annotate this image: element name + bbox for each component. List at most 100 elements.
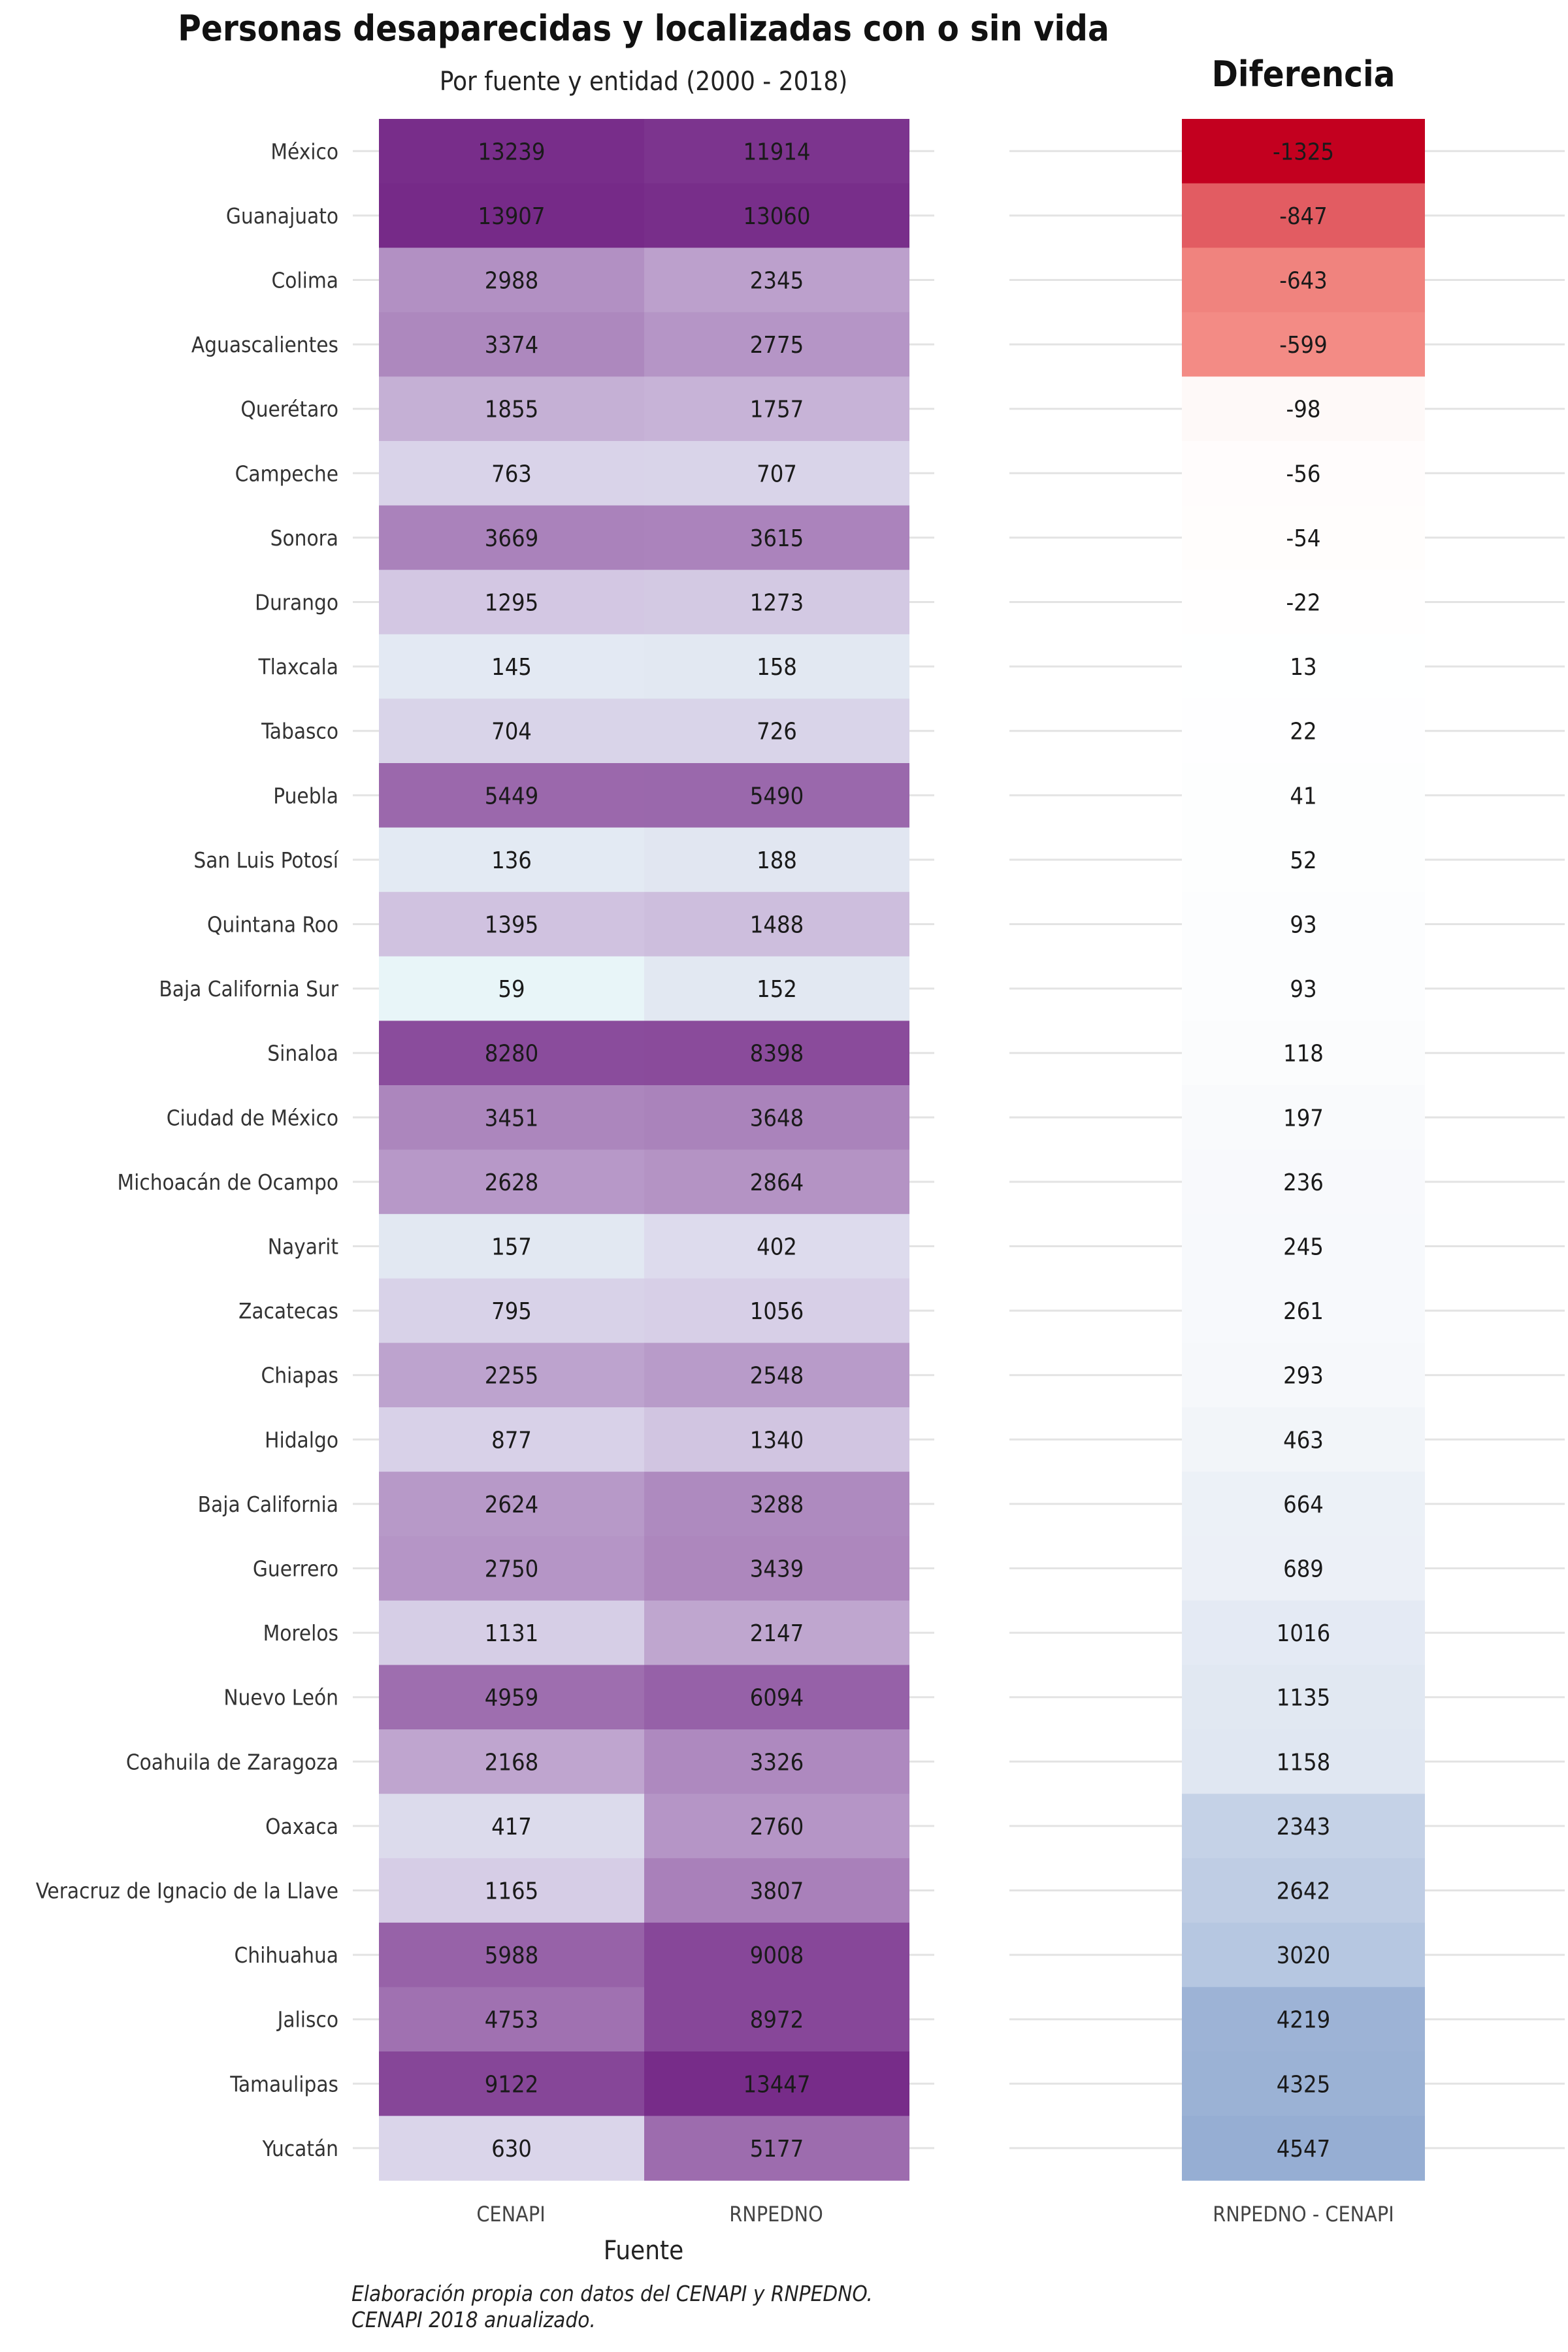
heatmap-cell-rnpedno xyxy=(644,376,909,442)
difference-value: 293 xyxy=(1283,1363,1324,1390)
heatmap-cell-cenapi xyxy=(379,1471,644,1537)
cell-value-rnpedno: 3439 xyxy=(750,1556,804,1583)
heatmap-cells: 13239 11914 13907 13060 2988 2345 3374 2775 1855… xyxy=(379,119,909,2181)
heatmap-cell-rnpedno xyxy=(644,1793,909,1859)
difference-cell xyxy=(1182,698,1425,764)
cell-value-rnpedno: 2775 xyxy=(750,332,804,359)
heatmap-cell-cenapi xyxy=(379,763,644,828)
cell-value-rnpedno: 1488 xyxy=(750,912,804,939)
difference-cell xyxy=(1182,956,1425,1021)
difference-cell xyxy=(1182,183,1425,248)
caption-line-2: CENAPI 2018 anualizado. xyxy=(351,2307,596,2332)
cell-value-cenapi: 59 xyxy=(498,976,525,1003)
heatmap-cell-cenapi xyxy=(379,312,644,377)
row-label: Guanajuato xyxy=(226,203,338,229)
heatmap-cell-rnpedno xyxy=(644,1665,909,1730)
cell-value-rnpedno: 11914 xyxy=(743,139,810,165)
heatmap-cell-rnpedno xyxy=(644,1278,909,1343)
difference-value: -98 xyxy=(1286,397,1321,423)
row-label: Michoacán de Ocampo xyxy=(118,1169,339,1195)
cell-value-rnpedno: 8398 xyxy=(750,1041,804,1068)
heatmap-cell-cenapi xyxy=(379,698,644,764)
difference-value: 118 xyxy=(1283,1041,1324,1068)
difference-value: -22 xyxy=(1286,590,1321,617)
difference-cell xyxy=(1182,1278,1425,1343)
difference-cell xyxy=(1182,1407,1425,1473)
row-label: Colima xyxy=(271,268,338,293)
difference-value: -1325 xyxy=(1273,139,1334,165)
cell-value-cenapi: 1855 xyxy=(485,397,538,423)
heatmap-cell-rnpedno xyxy=(644,1600,909,1665)
difference-value: 245 xyxy=(1283,1234,1324,1261)
chart-subtitle: Por fuente y entidad (2000 - 2018) xyxy=(440,67,848,97)
difference-value: 4547 xyxy=(1277,2136,1330,2163)
heatmap-cell-cenapi xyxy=(379,1407,644,1473)
row-label: Tamaulipas xyxy=(229,2071,338,2097)
heatmap-cell-cenapi xyxy=(379,1729,644,1795)
cell-value-cenapi: 5449 xyxy=(485,783,538,809)
cell-value-rnpedno: 8972 xyxy=(750,2007,804,2034)
heatmap-cell-cenapi xyxy=(379,570,644,635)
difference-cell xyxy=(1182,376,1425,442)
row-label: Hidalgo xyxy=(265,1427,338,1452)
row-label: Chiapas xyxy=(261,1363,338,1388)
difference-cell xyxy=(1182,1471,1425,1537)
cell-value-rnpedno: 13060 xyxy=(743,203,810,230)
heatmap-cell-cenapi xyxy=(379,892,644,957)
row-labels: México Guanajuato Colima Aguascalientes Quer… xyxy=(36,139,340,2161)
heatmap-cell-rnpedno xyxy=(644,1343,909,1408)
heatmap-cell-cenapi xyxy=(379,1085,644,1151)
difference-cell xyxy=(1182,1214,1425,1279)
cell-value-cenapi: 1395 xyxy=(485,912,538,939)
cell-value-cenapi: 136 xyxy=(491,847,532,874)
difference-cell xyxy=(1182,2115,1425,2181)
cell-value-rnpedno: 1340 xyxy=(750,1427,804,1454)
cell-value-rnpedno: 5490 xyxy=(750,783,804,809)
heatmap-cell-rnpedno xyxy=(644,1471,909,1537)
row-label: Oaxaca xyxy=(265,1814,338,1839)
cell-value-cenapi: 2988 xyxy=(485,268,538,295)
chart-title: Personas desaparecidas y localizadas con… xyxy=(178,8,1109,49)
cell-value-cenapi: 630 xyxy=(491,2136,532,2163)
heatmap-cell-rnpedno xyxy=(644,698,909,764)
difference-cells: -1325 -847 -643 -599 -98 -56 -54 -22 13 22 41 52 93 9… xyxy=(1182,119,1425,2181)
difference-value: 93 xyxy=(1290,976,1316,1003)
heatmap-cell-rnpedno xyxy=(644,2115,909,2181)
x-tick-label-cenapi: CENAPI xyxy=(476,2202,545,2227)
caption-line-1: Elaboración propia con datos del CENAPI … xyxy=(351,2281,873,2306)
row-label: Puebla xyxy=(273,783,338,808)
cell-value-cenapi: 13239 xyxy=(478,139,545,165)
difference-value: 261 xyxy=(1283,1298,1324,1325)
heatmap-cell-rnpedno xyxy=(644,2051,909,2117)
cell-value-cenapi: 3451 xyxy=(485,1105,538,1132)
heatmap-cell-cenapi xyxy=(379,1214,644,1279)
difference-value: 463 xyxy=(1283,1427,1324,1454)
difference-cell xyxy=(1182,312,1425,377)
cell-value-cenapi: 1131 xyxy=(485,1620,538,1647)
difference-cell xyxy=(1182,1149,1425,1215)
cell-value-rnpedno: 726 xyxy=(757,719,797,745)
heatmap-cell-cenapi xyxy=(379,1536,644,1601)
difference-cell xyxy=(1182,1729,1425,1795)
difference-value: 689 xyxy=(1283,1556,1324,1583)
cell-value-cenapi: 2255 xyxy=(485,1363,538,1390)
cell-value-rnpedno: 2864 xyxy=(750,1169,804,1196)
cell-value-rnpedno: 2345 xyxy=(750,268,804,295)
heatmap-cell-rnpedno xyxy=(644,248,909,313)
difference-value: 13 xyxy=(1290,654,1316,681)
heatmap-cell-rnpedno xyxy=(644,1021,909,1086)
difference-value: 197 xyxy=(1283,1105,1324,1132)
cell-value-cenapi: 1295 xyxy=(485,590,538,617)
difference-value: 1135 xyxy=(1277,1685,1330,1712)
cell-value-cenapi: 877 xyxy=(491,1427,532,1454)
difference-value: 52 xyxy=(1290,847,1316,874)
heatmap-cell-cenapi xyxy=(379,956,644,1021)
row-label: Campeche xyxy=(235,461,338,486)
cell-value-cenapi: 5988 xyxy=(485,1942,538,1969)
difference-value: 93 xyxy=(1290,912,1316,939)
cell-value-rnpedno: 13447 xyxy=(743,2071,810,2098)
cell-value-rnpedno: 188 xyxy=(757,847,797,874)
heatmap-cell-rnpedno xyxy=(644,1085,909,1151)
cell-value-rnpedno: 9008 xyxy=(750,1942,804,1969)
